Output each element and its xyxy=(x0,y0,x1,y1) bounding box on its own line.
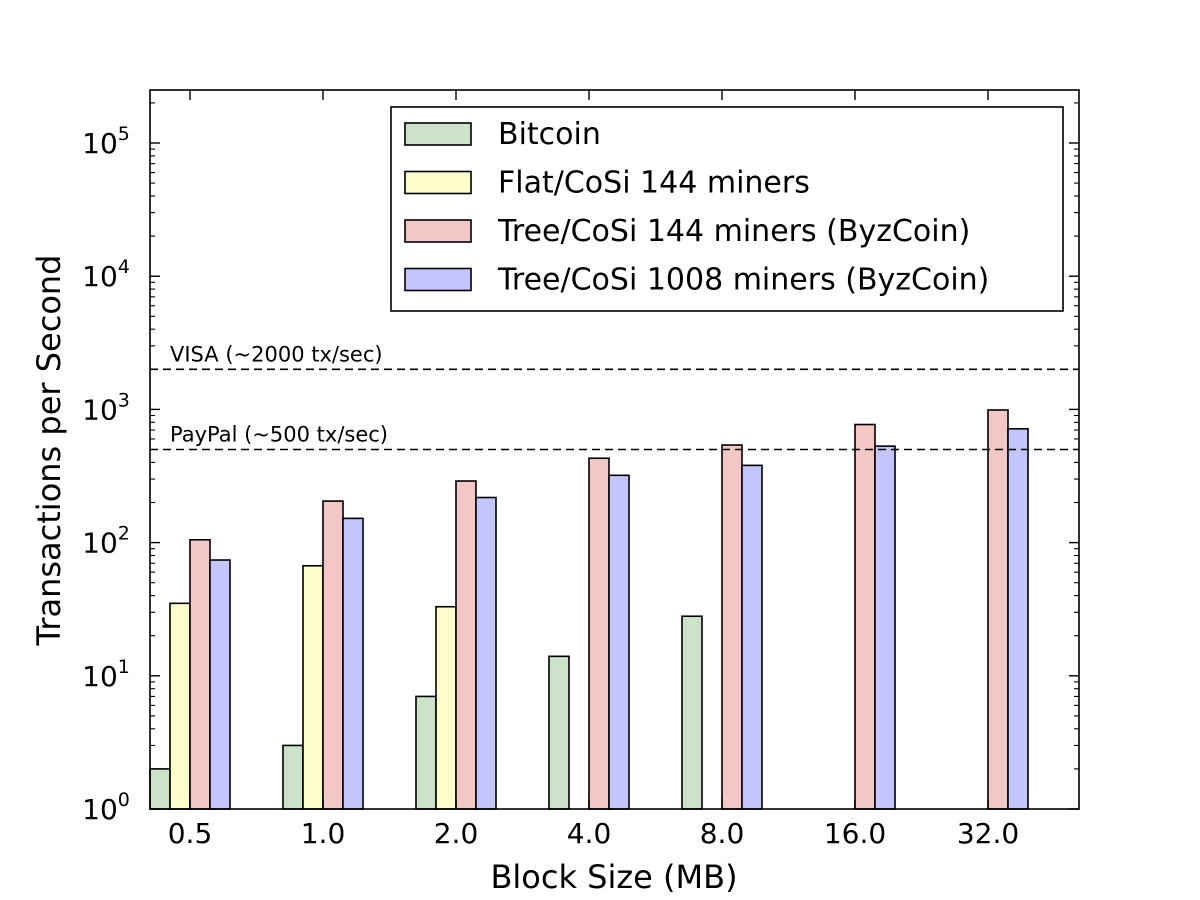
y-tick-label-4: 104 xyxy=(82,256,130,293)
bar-2-0.5 xyxy=(189,538,211,810)
y-tick-label-0: 100 xyxy=(82,789,130,826)
bar-2-16.0 xyxy=(854,423,876,810)
bar-0-4.0 xyxy=(548,655,570,810)
legend-box xyxy=(390,106,1064,312)
bar-3-8.0 xyxy=(741,464,763,810)
legend-swatch-3 xyxy=(404,267,472,292)
bar-2-4.0 xyxy=(588,457,610,810)
y-tick-label-2: 102 xyxy=(82,523,130,560)
x-tick-label-1.0: 1.0 xyxy=(301,817,346,850)
bar-3-4.0 xyxy=(608,474,630,810)
x-tick-label-32.0: 32.0 xyxy=(957,817,1019,850)
bar-1-1.0 xyxy=(302,564,324,810)
reference-lines: VISA (~2000 tx/sec) PayPal (~500 tx/sec) xyxy=(150,342,1079,451)
reference-line-label-1: PayPal (~500 tx/sec) xyxy=(170,423,388,447)
y-tick-label-5: 105 xyxy=(82,123,130,160)
y-tick-label-3: 103 xyxy=(82,389,130,426)
bar-2-8.0 xyxy=(721,444,743,810)
legend-swatch-1 xyxy=(404,170,472,195)
bar-0-1.0 xyxy=(282,744,304,810)
x-tick-label-4.0: 4.0 xyxy=(567,817,612,850)
bar-2-1.0 xyxy=(322,500,344,810)
bar-3-0.5 xyxy=(209,559,231,810)
bar-0-0.5 xyxy=(149,768,171,810)
y-tick-exponent: 0 xyxy=(118,789,130,811)
legend-label-2: Tree/CoSi 144 miners (ByzCoin) xyxy=(497,214,970,249)
y-tick-exponent: 4 xyxy=(118,256,130,278)
legend-label-3: Tree/CoSi 1008 miners (ByzCoin) xyxy=(497,263,989,298)
x-tick-label-16.0: 16.0 xyxy=(824,817,886,850)
y-tick-exponent: 1 xyxy=(118,656,130,678)
x-tick-label-2.0: 2.0 xyxy=(434,817,479,850)
bar-3-2.0 xyxy=(475,496,497,810)
reference-line-label-0: VISA (~2000 tx/sec) xyxy=(170,342,383,366)
bar-2-2.0 xyxy=(455,480,477,810)
bar-0-2.0 xyxy=(415,695,437,810)
bar-2-32.0 xyxy=(987,409,1009,810)
bar-1-2.0 xyxy=(435,605,457,810)
bars-layer xyxy=(149,409,1029,810)
legend-swatch-2 xyxy=(404,219,472,243)
x-tick-label-0.5: 0.5 xyxy=(168,817,213,850)
bar-3-1.0 xyxy=(342,517,364,810)
y-tick-exponent: 3 xyxy=(118,389,130,411)
legend-label-1: Flat/CoSi 144 miners xyxy=(498,166,810,201)
bar-3-16.0 xyxy=(874,445,896,810)
legend-swatch-0 xyxy=(404,122,472,146)
bar-3-32.0 xyxy=(1007,428,1029,810)
plot-frame xyxy=(149,89,1080,810)
bar-1-0.5 xyxy=(169,602,191,810)
y-tick-exponent: 5 xyxy=(118,123,130,145)
x-tick-label-8.0: 8.0 xyxy=(700,817,745,850)
legend-label-0: Bitcoin xyxy=(498,117,601,152)
y-tick-label-1: 101 xyxy=(82,656,130,693)
legend: Bitcoin Flat/CoSi 144 miners Tree/CoSi 144… xyxy=(390,106,1064,312)
bar-0-8.0 xyxy=(681,615,703,810)
x-axis-title: Block Size (MB) xyxy=(490,858,737,896)
y-axis-title: Transactions per Second xyxy=(30,255,68,647)
y-tick-exponent: 2 xyxy=(118,523,130,545)
